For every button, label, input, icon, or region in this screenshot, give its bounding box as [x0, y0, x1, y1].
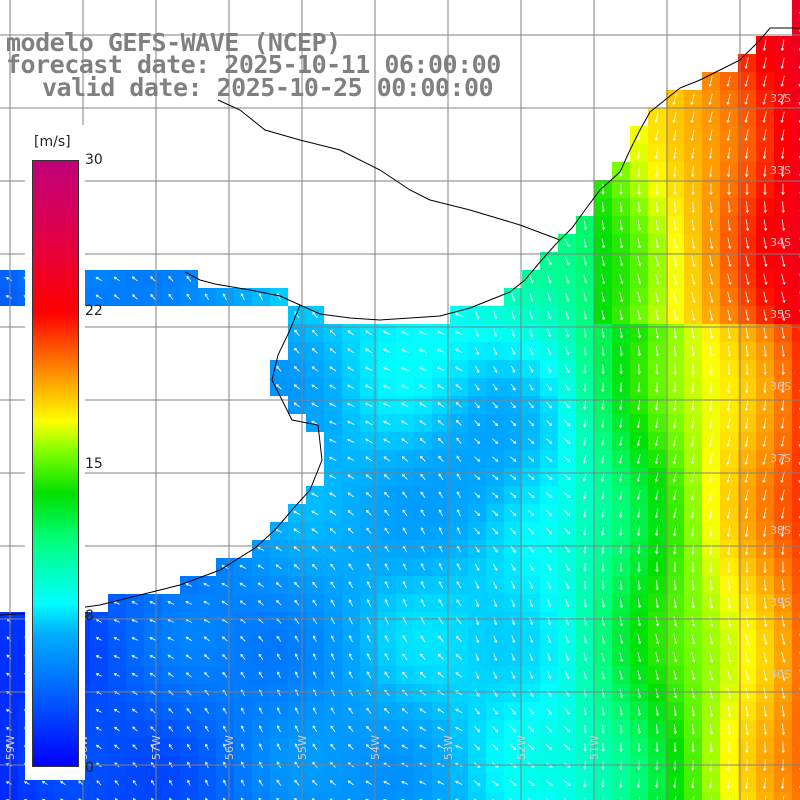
longitude-label: 59W: [4, 735, 17, 760]
latitude-label: 33S: [770, 164, 791, 177]
longitude-label: 52W: [515, 735, 528, 760]
colorbar-tick-label: 30: [85, 152, 103, 168]
border-line: [217, 99, 561, 241]
longitude-label: 51W: [588, 735, 601, 760]
colorbar-tick-label: 8: [85, 608, 94, 624]
colorbar-unit-label: [m/s]: [34, 134, 71, 150]
title-forecast-date: forecast date: 2025-10-11 06:00:00: [6, 50, 501, 79]
latitude-label: 36S: [770, 380, 791, 393]
title-model: modelo GEFS-WAVE (NCEP): [6, 28, 341, 57]
colorbar-tick-label: 15: [85, 456, 103, 472]
latitude-label: 32S: [770, 92, 791, 105]
latitude-label: 34S: [770, 236, 791, 249]
title-valid-date: valid date: 2025-10-25 00:00:00: [42, 73, 494, 102]
latitude-label: 38S: [770, 524, 791, 537]
longitude-label: 57W: [150, 735, 163, 760]
longitude-label: 54W: [369, 735, 382, 760]
colorbar-gradient: [32, 160, 79, 767]
coastline-north: [184, 27, 800, 321]
longitude-label: 56W: [223, 735, 236, 760]
latitude-label: 35S: [770, 308, 791, 321]
longitude-label: 53W: [442, 735, 455, 760]
longitude-label: 55W: [296, 735, 309, 760]
colorbar-tick-label: 22: [85, 303, 103, 319]
latitude-label: 37S: [770, 452, 791, 465]
coastline-south: [0, 304, 323, 616]
latitude-label: 40S: [770, 668, 791, 681]
colorbar-tick-label: 0: [85, 760, 94, 776]
latitude-label: 39S: [770, 596, 791, 609]
